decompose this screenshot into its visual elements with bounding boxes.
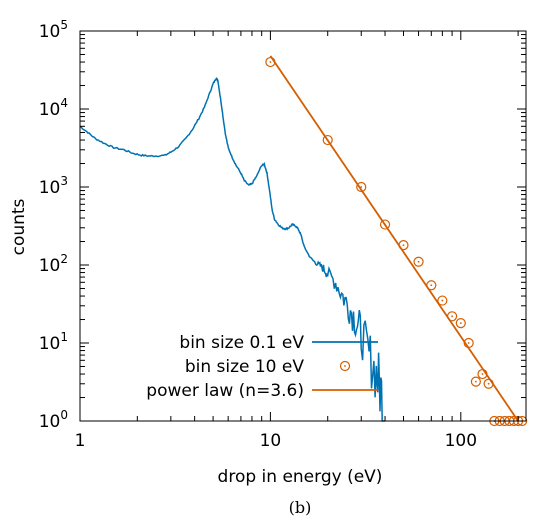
data-point-bin-10-ev	[455, 317, 466, 329]
ticks-layer: 1 10 100 100 101 102 103 104 105	[39, 18, 526, 451]
y-tick-label: 100	[39, 408, 68, 432]
y-tick-label: 103	[39, 174, 68, 198]
legend-label: power law (n=3.6)	[146, 381, 304, 401]
x-tick-label: 10	[260, 431, 282, 451]
legend-label: bin size 0.1 eV	[179, 333, 304, 353]
figure-caption: (b)	[289, 498, 312, 517]
data-point-bin-10-ev	[470, 376, 481, 387]
data-point-bin-10-ev	[446, 311, 458, 322]
data-point-bin-10-ev	[398, 239, 409, 251]
legend-marker-bin-10-ev	[339, 360, 351, 372]
data-point-bin-10-ev	[379, 219, 391, 230]
y-tick-label: 102	[39, 252, 68, 276]
data-point-bin-10-ev	[356, 181, 367, 193]
data-point-bin-10-ev	[463, 337, 474, 349]
y-tick-label: 104	[39, 96, 68, 120]
series-line-bin-0-1-ev	[79, 76, 385, 422]
data-point-bin-10-ev	[265, 56, 276, 68]
data-point-bin-10-ev	[413, 256, 424, 267]
legend-label: bin size 10 eV	[185, 357, 305, 377]
data-point-bin-10-ev	[437, 295, 448, 306]
data-point-bin-10-ev	[426, 280, 437, 291]
data-point-bin-10-ev	[322, 134, 333, 146]
data-point-bin-10-ev	[483, 378, 494, 389]
series-layer	[79, 55, 528, 427]
plot-frame	[79, 30, 527, 422]
x-axis-title: drop in energy (eV)	[218, 467, 383, 487]
x-tick-label: 100	[445, 431, 477, 451]
legend: bin size 0.1 eV bin size 10 eV power law (…	[146, 333, 378, 401]
y-axis-title: counts	[9, 198, 29, 255]
data-point-bin-10-ev	[477, 368, 488, 380]
y-tick-label: 105	[39, 18, 68, 42]
y-tick-label: 101	[39, 330, 68, 354]
x-tick-label: 1	[75, 431, 86, 451]
series-line-power-law	[269, 55, 519, 422]
